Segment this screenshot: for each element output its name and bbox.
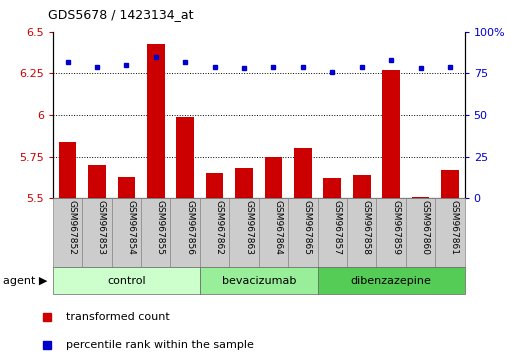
Bar [406, 198, 435, 267]
Text: bevacizumab: bevacizumab [222, 275, 296, 286]
Text: percentile rank within the sample: percentile rank within the sample [66, 340, 254, 350]
Bar [382, 70, 400, 198]
Text: GSM967855: GSM967855 [156, 200, 165, 255]
Bar [324, 178, 341, 198]
Bar [235, 168, 253, 198]
Bar [294, 148, 312, 198]
Text: GSM967854: GSM967854 [126, 200, 135, 255]
Bar [441, 170, 459, 198]
Bar [229, 198, 259, 267]
Bar [53, 267, 200, 294]
Bar [53, 198, 82, 267]
Bar [176, 117, 194, 198]
Text: GSM967862: GSM967862 [214, 200, 223, 255]
Bar [347, 198, 376, 267]
Text: GSM967864: GSM967864 [274, 200, 282, 255]
Text: agent ▶: agent ▶ [3, 275, 48, 286]
Bar [317, 267, 465, 294]
Text: GSM967865: GSM967865 [303, 200, 312, 255]
Bar [118, 177, 135, 198]
Bar [435, 198, 465, 267]
Text: GSM967861: GSM967861 [450, 200, 459, 255]
Bar [317, 198, 347, 267]
Bar [200, 267, 317, 294]
Bar [376, 198, 406, 267]
Bar [412, 196, 429, 198]
Bar [59, 142, 77, 198]
Bar [171, 198, 200, 267]
Bar [265, 156, 282, 198]
Text: GSM967859: GSM967859 [391, 200, 400, 255]
Text: dibenzazepine: dibenzazepine [351, 275, 431, 286]
Text: GSM967852: GSM967852 [68, 200, 77, 255]
Bar [82, 198, 111, 267]
Bar [88, 165, 106, 198]
Text: control: control [107, 275, 146, 286]
Bar [259, 198, 288, 267]
Text: GSM967853: GSM967853 [97, 200, 106, 255]
Bar [353, 175, 371, 198]
Text: GSM967863: GSM967863 [244, 200, 253, 255]
Text: GSM967858: GSM967858 [362, 200, 371, 255]
Bar [141, 198, 171, 267]
Bar [147, 44, 165, 198]
Bar [200, 198, 229, 267]
Text: transformed count: transformed count [66, 312, 170, 322]
Bar [288, 198, 317, 267]
Text: GSM967856: GSM967856 [185, 200, 194, 255]
Text: GDS5678 / 1423134_at: GDS5678 / 1423134_at [48, 8, 193, 21]
Bar [111, 198, 141, 267]
Text: GSM967860: GSM967860 [420, 200, 429, 255]
Text: GSM967857: GSM967857 [332, 200, 341, 255]
Bar [206, 173, 223, 198]
